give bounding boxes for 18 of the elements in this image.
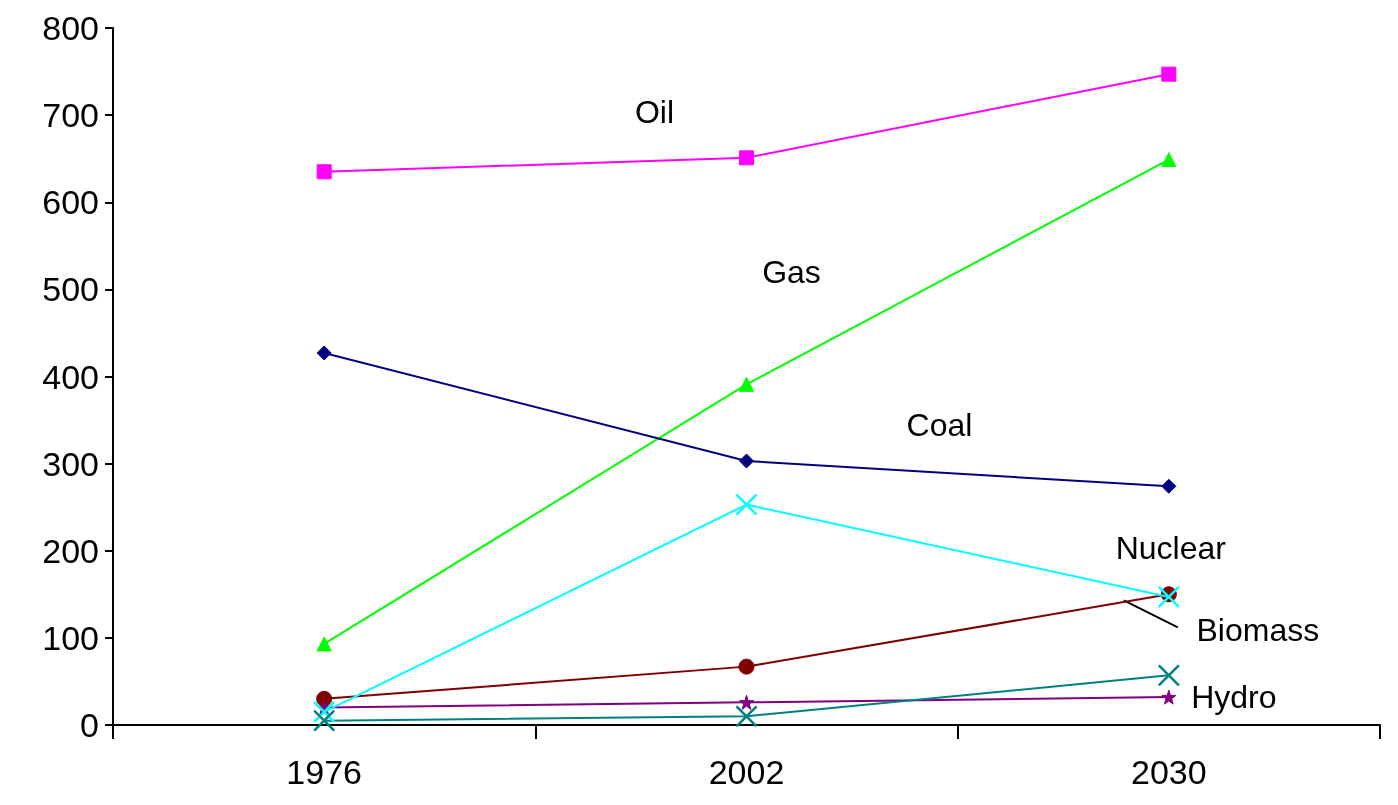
y-tick-label: 300	[42, 444, 99, 483]
series-label: Gas	[762, 254, 821, 291]
y-tick-label: 500	[42, 270, 99, 309]
y-tick-label: 400	[42, 357, 99, 396]
series-label: Oil	[634, 93, 675, 130]
y-tick-label: 100	[42, 618, 99, 657]
y-tick-label: 800	[42, 9, 99, 47]
y-tick-label: 700	[42, 96, 99, 135]
series-label: Nuclear	[1115, 529, 1227, 566]
series-label: Biomass	[1196, 612, 1320, 649]
x-tick-label: 2002	[708, 753, 785, 791]
x-tick-label: 1976	[286, 753, 362, 791]
series-label: Coal	[906, 407, 973, 444]
series-label: Hydro	[1191, 679, 1277, 716]
y-tick-label: 600	[42, 183, 99, 222]
y-tick-label: 200	[42, 531, 99, 570]
x-tick-label: 2030	[1131, 753, 1207, 791]
y-tick-label: 0	[80, 706, 99, 744]
